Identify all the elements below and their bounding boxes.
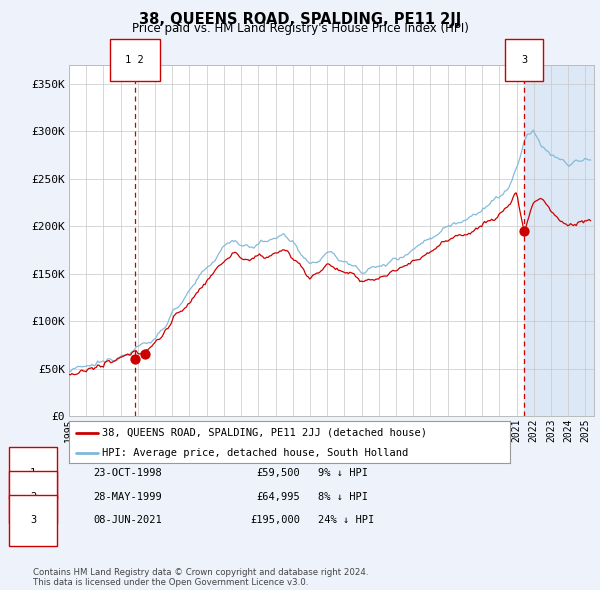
Text: 2: 2 bbox=[30, 492, 36, 502]
Text: 1 2: 1 2 bbox=[125, 55, 144, 65]
Text: 38, QUEENS ROAD, SPALDING, PE11 2JJ: 38, QUEENS ROAD, SPALDING, PE11 2JJ bbox=[139, 12, 461, 27]
Text: Contains HM Land Registry data © Crown copyright and database right 2024.
This d: Contains HM Land Registry data © Crown c… bbox=[33, 568, 368, 587]
Text: 23-OCT-1998: 23-OCT-1998 bbox=[93, 468, 162, 478]
Text: £64,995: £64,995 bbox=[256, 492, 300, 502]
Bar bbox=[524, 65, 594, 416]
Text: 8% ↓ HPI: 8% ↓ HPI bbox=[318, 492, 368, 502]
Text: £59,500: £59,500 bbox=[256, 468, 300, 478]
Point bbox=[520, 226, 529, 235]
Text: 38, QUEENS ROAD, SPALDING, PE11 2JJ (detached house): 38, QUEENS ROAD, SPALDING, PE11 2JJ (det… bbox=[102, 428, 427, 438]
Text: 24% ↓ HPI: 24% ↓ HPI bbox=[318, 516, 374, 525]
Text: HPI: Average price, detached house, South Holland: HPI: Average price, detached house, Sout… bbox=[102, 448, 409, 457]
Point bbox=[140, 349, 149, 359]
Text: 1: 1 bbox=[30, 468, 36, 478]
Text: Price paid vs. HM Land Registry's House Price Index (HPI): Price paid vs. HM Land Registry's House … bbox=[131, 22, 469, 35]
Text: 3: 3 bbox=[30, 516, 36, 525]
Text: £195,000: £195,000 bbox=[250, 516, 300, 525]
Text: 08-JUN-2021: 08-JUN-2021 bbox=[93, 516, 162, 525]
Text: 3: 3 bbox=[521, 55, 527, 65]
Text: 9% ↓ HPI: 9% ↓ HPI bbox=[318, 468, 368, 478]
Point bbox=[130, 355, 139, 364]
Text: 28-MAY-1999: 28-MAY-1999 bbox=[93, 492, 162, 502]
